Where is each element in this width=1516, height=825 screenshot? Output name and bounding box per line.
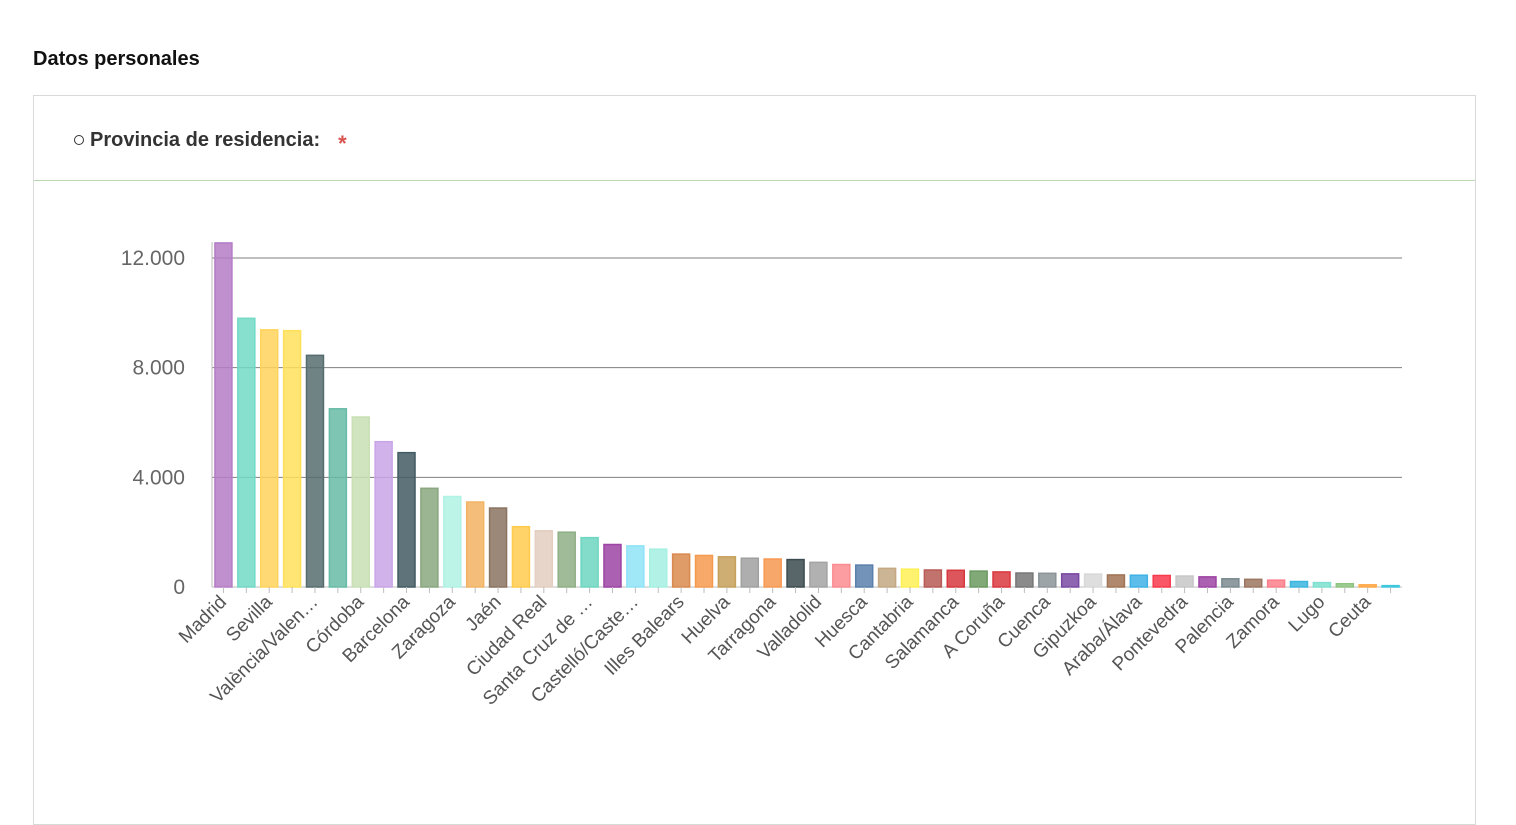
bar xyxy=(214,242,233,588)
bar xyxy=(1244,578,1263,588)
bar xyxy=(1175,575,1194,588)
question-title-row: Provincia de residencia: * xyxy=(74,127,347,156)
bar xyxy=(351,416,370,588)
bar xyxy=(259,329,279,588)
y-tick-label: 8.000 xyxy=(132,357,185,380)
y-tick-label: 0 xyxy=(173,576,185,599)
required-asterisk: * xyxy=(338,131,347,156)
question-title: Provincia de residencia: xyxy=(90,128,321,151)
bar xyxy=(1266,579,1286,588)
x-tick-label: Ceuta xyxy=(1325,591,1376,642)
bar xyxy=(443,495,462,588)
bar xyxy=(1335,582,1355,588)
bar xyxy=(237,317,256,588)
bar xyxy=(511,525,531,588)
bar xyxy=(1221,578,1240,588)
bar xyxy=(1083,573,1103,588)
bar xyxy=(877,567,897,588)
bar xyxy=(397,451,416,588)
bar xyxy=(1106,574,1126,588)
bar xyxy=(763,558,782,588)
bar xyxy=(305,354,325,588)
section-title: Datos personales xyxy=(33,48,200,70)
bar xyxy=(1198,576,1217,588)
bar xyxy=(694,554,714,588)
bar xyxy=(786,558,805,588)
x-tick-label: Lugo xyxy=(1285,592,1330,637)
bar xyxy=(854,564,874,588)
bar xyxy=(946,569,965,588)
bar xyxy=(969,570,988,588)
bar xyxy=(626,545,645,588)
bar xyxy=(465,501,485,588)
bar xyxy=(557,531,576,588)
bar xyxy=(649,548,668,588)
circle-bullet-icon xyxy=(74,135,84,145)
bar xyxy=(809,561,828,588)
bar xyxy=(420,487,439,588)
bar xyxy=(1129,574,1149,588)
bar xyxy=(534,530,554,588)
question-header: Provincia de residencia: * xyxy=(34,96,1475,181)
bar xyxy=(900,568,920,588)
bar xyxy=(1381,584,1400,588)
bar xyxy=(1152,574,1171,588)
bar xyxy=(992,571,1011,588)
bar xyxy=(717,556,737,588)
bar xyxy=(282,329,302,588)
x-tick-label: Madrid xyxy=(175,592,231,648)
bar xyxy=(328,408,348,588)
bar xyxy=(374,440,393,588)
bar xyxy=(740,557,760,588)
bar xyxy=(603,543,622,588)
y-tick-label: 12.000 xyxy=(121,247,185,270)
bar xyxy=(1015,572,1034,588)
bar xyxy=(580,536,599,588)
bar xyxy=(1060,573,1080,588)
bar xyxy=(1358,584,1377,588)
bar xyxy=(488,507,508,588)
bar xyxy=(923,569,943,588)
bar xyxy=(1038,572,1057,588)
bar xyxy=(1289,580,1309,588)
bar xyxy=(671,553,691,588)
y-tick-label: 4.000 xyxy=(132,466,185,489)
bar xyxy=(1312,581,1332,588)
bar xyxy=(832,563,851,588)
